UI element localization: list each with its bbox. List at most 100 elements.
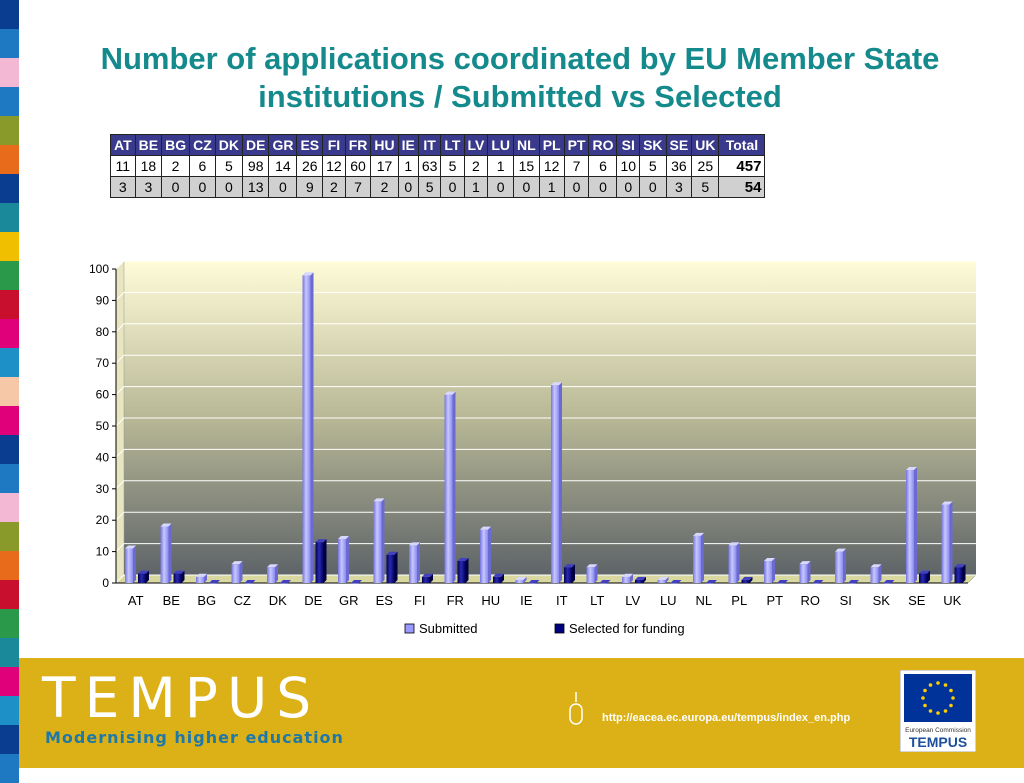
- bar-submitted: [693, 532, 704, 583]
- european-commission-logo: European Commission TEMPUS: [900, 670, 976, 752]
- bar-selected: [670, 580, 682, 584]
- table-cell: FR: [344, 134, 372, 156]
- table-cell: LT: [440, 134, 465, 156]
- table-cell: HU: [370, 134, 399, 156]
- table-cell: SI: [616, 134, 641, 156]
- bar-selected: [244, 580, 256, 584]
- table-cell: 17: [370, 155, 399, 177]
- decorative-color-stripes: [0, 0, 19, 783]
- table-header-row: AT BE BG CZ DK DE GR ES FI FR HU IE IT LT LV LU NL PL PT RO…: [110, 134, 766, 156]
- table-cell: 0: [513, 176, 540, 198]
- gridline: [115, 260, 976, 270]
- table-cell: 0: [588, 176, 618, 198]
- table-cell: 3: [665, 176, 693, 198]
- table-cell: SK: [639, 134, 667, 156]
- bar-submitted: [196, 573, 207, 583]
- x-tick-label: LT: [590, 593, 604, 608]
- x-tick-label: SE: [908, 593, 926, 608]
- color-stripe: [0, 203, 19, 232]
- gridline: [115, 511, 976, 521]
- gridline: [115, 291, 976, 301]
- footer-url-link[interactable]: http://eacea.ec.europa.eu/tempus/index_e…: [602, 712, 851, 724]
- table-cell: BE: [134, 134, 163, 156]
- color-stripe: [0, 145, 19, 174]
- x-tick-label: RO: [801, 593, 821, 608]
- bar-submitted: [764, 558, 775, 583]
- bar-submitted: [338, 536, 349, 583]
- table-cell: RO: [588, 134, 618, 156]
- eu-star-icon: [943, 709, 948, 713]
- table-cell: 3: [134, 176, 163, 198]
- table-cell: 7: [563, 155, 590, 177]
- chart-floor: [115, 574, 977, 584]
- eu-star-icon: [928, 683, 933, 687]
- bar-selected: [706, 580, 717, 584]
- x-tick-label: NL: [695, 593, 712, 608]
- bar-submitted: [160, 523, 172, 583]
- y-tick-label: 80: [96, 325, 110, 339]
- footer-band: [19, 658, 1024, 768]
- legend-swatch: [404, 623, 415, 634]
- gridline: [115, 386, 976, 395]
- bar-submitted: [444, 391, 456, 583]
- table-cell: 11: [110, 155, 136, 177]
- color-stripe: [0, 696, 19, 725]
- table-cell: 1: [538, 176, 565, 198]
- bar-selected: [528, 580, 540, 584]
- table-cell: 15: [513, 155, 540, 177]
- bar-submitted: [906, 466, 917, 583]
- table-cell: 457: [718, 155, 766, 177]
- x-tick-label: FR: [447, 593, 464, 608]
- bar-selected: [564, 564, 575, 583]
- bar-selected: [351, 580, 362, 584]
- bar-submitted: [657, 576, 669, 583]
- table-cell: 0: [639, 176, 667, 198]
- table-cell: 5: [691, 176, 720, 198]
- x-tick-label: PL: [731, 593, 747, 608]
- table-cell: 1: [463, 176, 489, 198]
- table-cell: 2: [161, 155, 191, 177]
- tempus-tagline: Modernising higher education: [45, 728, 344, 747]
- color-stripe: [0, 58, 19, 87]
- color-stripe: [0, 261, 19, 290]
- table-cell: 6: [189, 155, 216, 177]
- table-cell: 0: [161, 176, 191, 198]
- table-cell: 1: [397, 155, 419, 177]
- eu-star-icon: [949, 703, 953, 708]
- applications-table: AT BE BG CZ DK DE GR ES FI FR HU IE IT LT LV LU NL PL PT RO…: [110, 134, 766, 198]
- y-tick-label: 0: [102, 576, 109, 590]
- color-stripe: [0, 580, 19, 609]
- table-cell: IT: [417, 134, 442, 156]
- slide-title: Number of applications coordinated by EU…: [100, 41, 940, 114]
- gridline: [115, 417, 976, 427]
- bar-selected: [422, 573, 433, 583]
- table-cell: 0: [440, 176, 465, 198]
- table-cell: UK: [691, 134, 720, 156]
- color-stripe: [0, 290, 19, 319]
- x-tick-label: DE: [304, 593, 322, 608]
- bar-selected: [315, 539, 327, 583]
- bar-selected: [386, 551, 398, 583]
- x-tick-label: ES: [376, 593, 394, 608]
- table-cell: IE: [397, 134, 419, 156]
- bar-submitted: [799, 561, 811, 583]
- color-stripe: [0, 609, 19, 638]
- table-row-submitted: 11 18 2 6 5 98 14 26 12 60 17 1 63 5 2 1 15 12 7 6 10 5 36 25 45…: [110, 155, 766, 177]
- table-cell: LV: [463, 134, 489, 156]
- eu-star-icon: [921, 696, 925, 700]
- table-cell: AT: [110, 134, 136, 156]
- bar-submitted: [267, 564, 278, 583]
- bar-submitted: [125, 545, 136, 583]
- bar-submitted: [515, 576, 527, 583]
- eu-star-icon: [923, 688, 927, 693]
- gridline: [115, 574, 976, 584]
- table-cell: 2: [322, 176, 346, 198]
- table-cell: SE: [665, 134, 693, 156]
- y-tick-label: 70: [96, 356, 110, 370]
- bar-submitted: [480, 526, 491, 583]
- x-tick-label: BG: [197, 593, 216, 608]
- gridline: [115, 543, 976, 552]
- x-tick-label: UK: [943, 593, 961, 608]
- tempus-logo: TEMPUS: [42, 666, 321, 730]
- bar-submitted: [586, 564, 598, 583]
